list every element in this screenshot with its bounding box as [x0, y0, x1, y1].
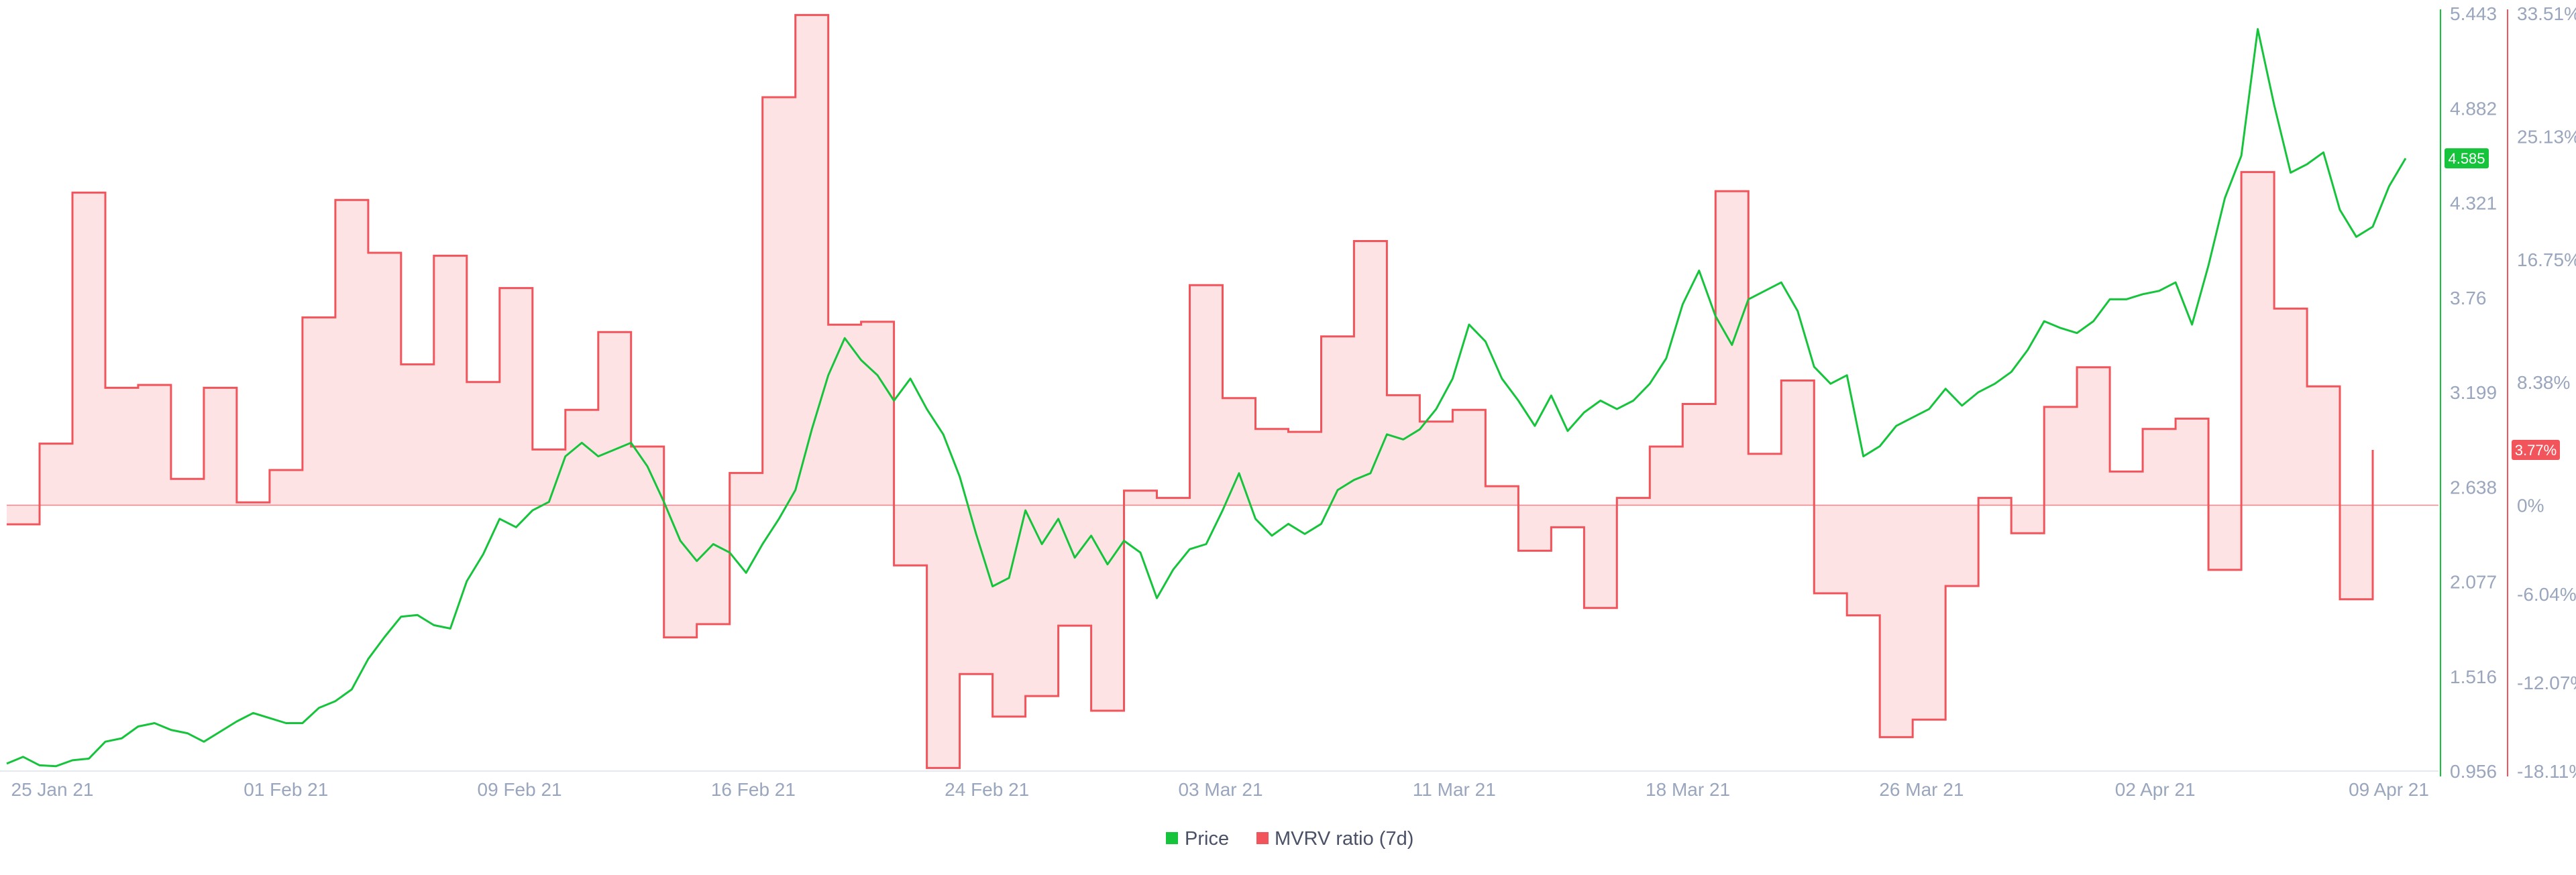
mvrv-tick-label: 25.13% [2517, 126, 2576, 147]
x-tick-label: 09 Feb 21 [478, 779, 562, 800]
x-tick-label: 02 Apr 21 [2115, 779, 2196, 800]
price-tick-label: 2.638 [2450, 477, 2497, 498]
price-tick-label: 4.882 [2450, 98, 2497, 119]
legend-price-label: Price [1185, 828, 1229, 850]
x-tick-label: 11 Mar 21 [1413, 779, 1496, 800]
mvrv-tick-label: 33.51% [2517, 3, 2576, 24]
mvrv-tick-label: -18.11% [2517, 761, 2576, 782]
x-tick-label: 01 Feb 21 [244, 779, 328, 800]
mvrv-badge-label: 3.77% [2515, 442, 2557, 459]
x-tick-label: 03 Mar 21 [1178, 779, 1263, 800]
price-tick-label: 3.199 [2450, 382, 2497, 403]
x-tick-label: 09 Apr 21 [2349, 779, 2429, 800]
x-tick-label: 16 Feb 21 [711, 779, 796, 800]
price-tick-label: 1.516 [2450, 666, 2497, 687]
x-tick-label: 24 Feb 21 [945, 779, 1029, 800]
mvrv-tick-label: -12.07% [2517, 673, 2576, 693]
mvrv-tick-label: -6.04% [2517, 584, 2576, 605]
price-badge-label: 4.585 [2448, 150, 2485, 167]
price-tick-label: 4.321 [2450, 193, 2497, 214]
legend-mvrv-label: MVRV ratio (7d) [1275, 828, 1413, 850]
price-tick-label: 2.077 [2450, 572, 2497, 593]
mvrv-tick-label: 16.75% [2517, 249, 2576, 270]
x-tick-label: 18 Mar 21 [1646, 779, 1730, 800]
price-tick-label: 3.76 [2450, 288, 2487, 308]
legend-mvrv-swatch [1256, 832, 1269, 844]
price-tick-label: 5.443 [2450, 3, 2497, 24]
legend-price-swatch [1166, 832, 1178, 844]
price-tick-label: 0.956 [2450, 761, 2497, 782]
mvrv-tick-label: 8.38% [2517, 372, 2570, 393]
mvrv-tick-label: 0% [2517, 495, 2544, 516]
x-tick-label: 25 Jan 21 [11, 779, 94, 800]
legend: Price MVRV ratio (7d) [1166, 828, 1413, 850]
x-tick-label: 26 Mar 21 [1879, 779, 1964, 800]
